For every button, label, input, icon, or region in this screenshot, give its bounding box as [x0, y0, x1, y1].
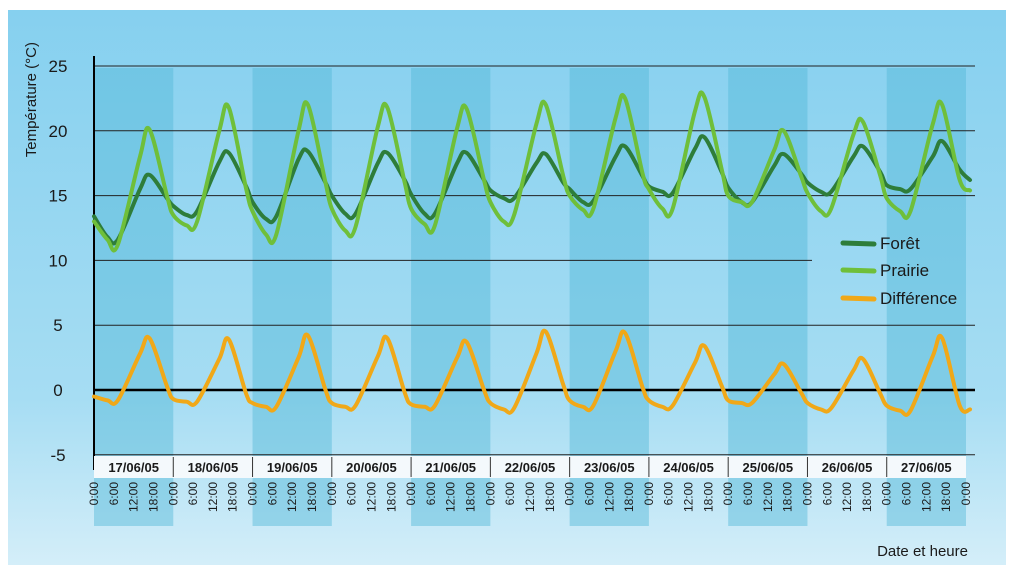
hour-label: 18:00	[781, 482, 795, 512]
hour-label: 0:00	[246, 482, 260, 506]
hour-label: 18:00	[622, 482, 636, 512]
hour-label: 18:00	[384, 482, 398, 512]
hour-label: 0:00	[642, 482, 656, 506]
legend-difference-swatch	[840, 295, 877, 302]
y-tick-label: 0	[53, 381, 62, 400]
hour-label: 0:00	[800, 482, 814, 506]
day-band	[94, 68, 174, 526]
y-tick-label: 5	[53, 316, 62, 335]
y-tick-label: 10	[49, 251, 68, 270]
hour-label: 6:00	[741, 482, 755, 506]
hour-label: 6:00	[424, 482, 438, 506]
hour-label: 0:00	[563, 482, 577, 506]
legend-foret-swatch	[840, 240, 877, 247]
date-label: 25/06/05	[743, 460, 794, 475]
hour-label: 12:00	[285, 482, 299, 512]
hour-label: 12:00	[761, 482, 775, 512]
hour-label: 18:00	[464, 482, 478, 512]
hour-label: 18:00	[939, 482, 953, 512]
date-label: 19/06/05	[267, 460, 318, 475]
hour-label: 6:00	[345, 482, 359, 506]
y-tick-label: 25	[49, 57, 68, 76]
series-prairie-line	[92, 90, 972, 253]
hour-label: 18:00	[146, 482, 160, 512]
hour-label: 12:00	[444, 482, 458, 512]
date-label: 20/06/05	[346, 460, 397, 475]
date-label: 27/06/05	[901, 460, 952, 475]
hour-label: 6:00	[662, 482, 676, 506]
hour-label: 6:00	[107, 482, 121, 506]
hour-label: 0:00	[721, 482, 735, 506]
hour-label: 6:00	[186, 482, 200, 506]
hour-label: 0:00	[166, 482, 180, 506]
hour-label: 12:00	[602, 482, 616, 512]
y-axis-label: Température (°C)	[23, 42, 40, 157]
hour-label: 6:00	[820, 482, 834, 506]
hour-label: 0:00	[959, 482, 973, 506]
hour-label: 6:00	[503, 482, 517, 506]
date-label: 18/06/05	[188, 460, 239, 475]
y-tick-label: -5	[50, 446, 65, 465]
hour-label: 0:00	[880, 482, 894, 506]
date-label: 22/06/05	[505, 460, 556, 475]
legend-prairie-swatch	[840, 267, 877, 274]
hour-label: 12:00	[206, 482, 220, 512]
hour-label: 6:00	[265, 482, 279, 506]
date-label: 23/06/05	[584, 460, 635, 475]
hour-label: 12:00	[682, 482, 696, 512]
hour-label: 18:00	[226, 482, 240, 512]
date-label: 24/06/05	[663, 460, 714, 475]
hour-label: 18:00	[701, 482, 715, 512]
hour-label: 12:00	[919, 482, 933, 512]
hour-label: 12:00	[840, 482, 854, 512]
hour-label: 0:00	[483, 482, 497, 506]
hour-label: 0:00	[404, 482, 418, 506]
hour-label: 12:00	[523, 482, 537, 512]
day-band	[728, 68, 808, 526]
date-label: 26/06/05	[822, 460, 873, 475]
hour-label: 12:00	[364, 482, 378, 512]
hour-label: 18:00	[305, 482, 319, 512]
hour-label: 6:00	[900, 482, 914, 506]
hour-label: 0:00	[325, 482, 339, 506]
legend-foret-label: Forêt	[880, 234, 920, 253]
date-bar	[94, 456, 966, 478]
hour-label: 12:00	[127, 482, 141, 512]
legend-difference-label: Différence	[880, 289, 957, 308]
hour-label: 18:00	[860, 482, 874, 512]
date-label: 21/06/05	[425, 460, 476, 475]
hour-label: 0:00	[87, 482, 101, 506]
series-difference-line	[92, 328, 972, 417]
date-label: 17/06/05	[108, 460, 159, 475]
y-tick-label: 15	[49, 187, 68, 206]
x-axis-label: Date et heure	[877, 543, 968, 560]
y-tick-label: 20	[49, 122, 68, 141]
hour-label: 18:00	[543, 482, 557, 512]
legend-prairie-label: Prairie	[880, 261, 929, 280]
hour-label: 6:00	[582, 482, 596, 506]
